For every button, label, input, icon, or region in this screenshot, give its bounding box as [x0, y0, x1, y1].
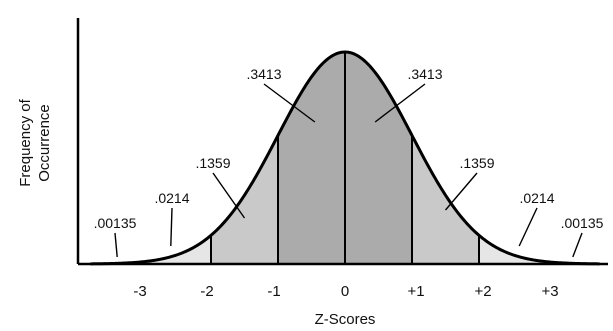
annotation-leader [374, 83, 426, 123]
x-tick-label: 0 [341, 283, 349, 300]
annotation-leader [170, 207, 173, 247]
x-tick-label: -2 [200, 283, 213, 300]
annotation-leader [518, 207, 538, 247]
x-tick-label: +3 [541, 283, 558, 300]
region-6 [479, 235, 546, 264]
annotation-label: .0214 [519, 190, 554, 206]
annotation-leader [572, 232, 583, 258]
x-tick-label: -3 [133, 283, 146, 300]
x-tick-label: -1 [267, 283, 280, 300]
region-dividers [143, 52, 547, 264]
region-4 [345, 52, 412, 264]
bell-curve [90, 50, 600, 266]
annotation-leader [263, 83, 316, 123]
annotation-leader [114, 232, 118, 258]
annotation-label: .1359 [195, 155, 230, 171]
annotation-label: .3413 [246, 66, 281, 82]
x-tick-label: +2 [474, 283, 491, 300]
region-1 [144, 235, 211, 264]
y-axis-label-line-2: Occurrence [36, 104, 53, 182]
x-tick-labels: -3 -2 -1 0 +1 +2 +3 [133, 283, 558, 300]
annotation-label: .3413 [407, 66, 442, 82]
annotation-label: .1359 [459, 155, 494, 171]
annotation-label: .00135 [561, 215, 604, 231]
annotation-leader [444, 172, 478, 211]
x-axis-label: Z-Scores [315, 311, 376, 328]
region-3 [278, 52, 345, 264]
region-probability-labels: .00135 .0214 .1359 .3413 .3413 .1359 .0214 .001… [94, 66, 604, 231]
annotation-label: .00135 [94, 215, 137, 231]
annotation-leaders [114, 83, 583, 258]
annotation-label: .0214 [154, 190, 189, 206]
y-axis-label-line-1: Frequency of [17, 98, 34, 186]
x-tick-label: +1 [407, 283, 424, 300]
annotation-leader [212, 172, 246, 219]
